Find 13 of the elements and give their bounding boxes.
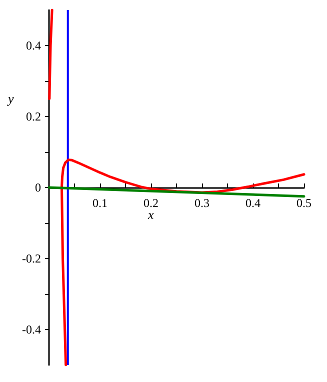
y-tick-label: 0.2 [26, 110, 41, 124]
line-series [48, 8, 54, 100]
x-tick-label: 0.5 [296, 196, 312, 210]
y-tick-label: 0.4 [26, 38, 41, 52]
x-tick-label: 0.3 [194, 196, 210, 210]
y-tick-label: -0.4 [22, 322, 41, 336]
y-tick-label: -0.2 [22, 252, 41, 266]
y-tick-label: 0 [35, 180, 41, 194]
x-tick-label: 0.2 [144, 196, 158, 210]
x-axis-title: x [147, 207, 154, 222]
x-tick-label: 0.1 [92, 196, 108, 210]
x-tick-label: 0.4 [246, 196, 260, 210]
y-axis-title: y [6, 91, 14, 106]
